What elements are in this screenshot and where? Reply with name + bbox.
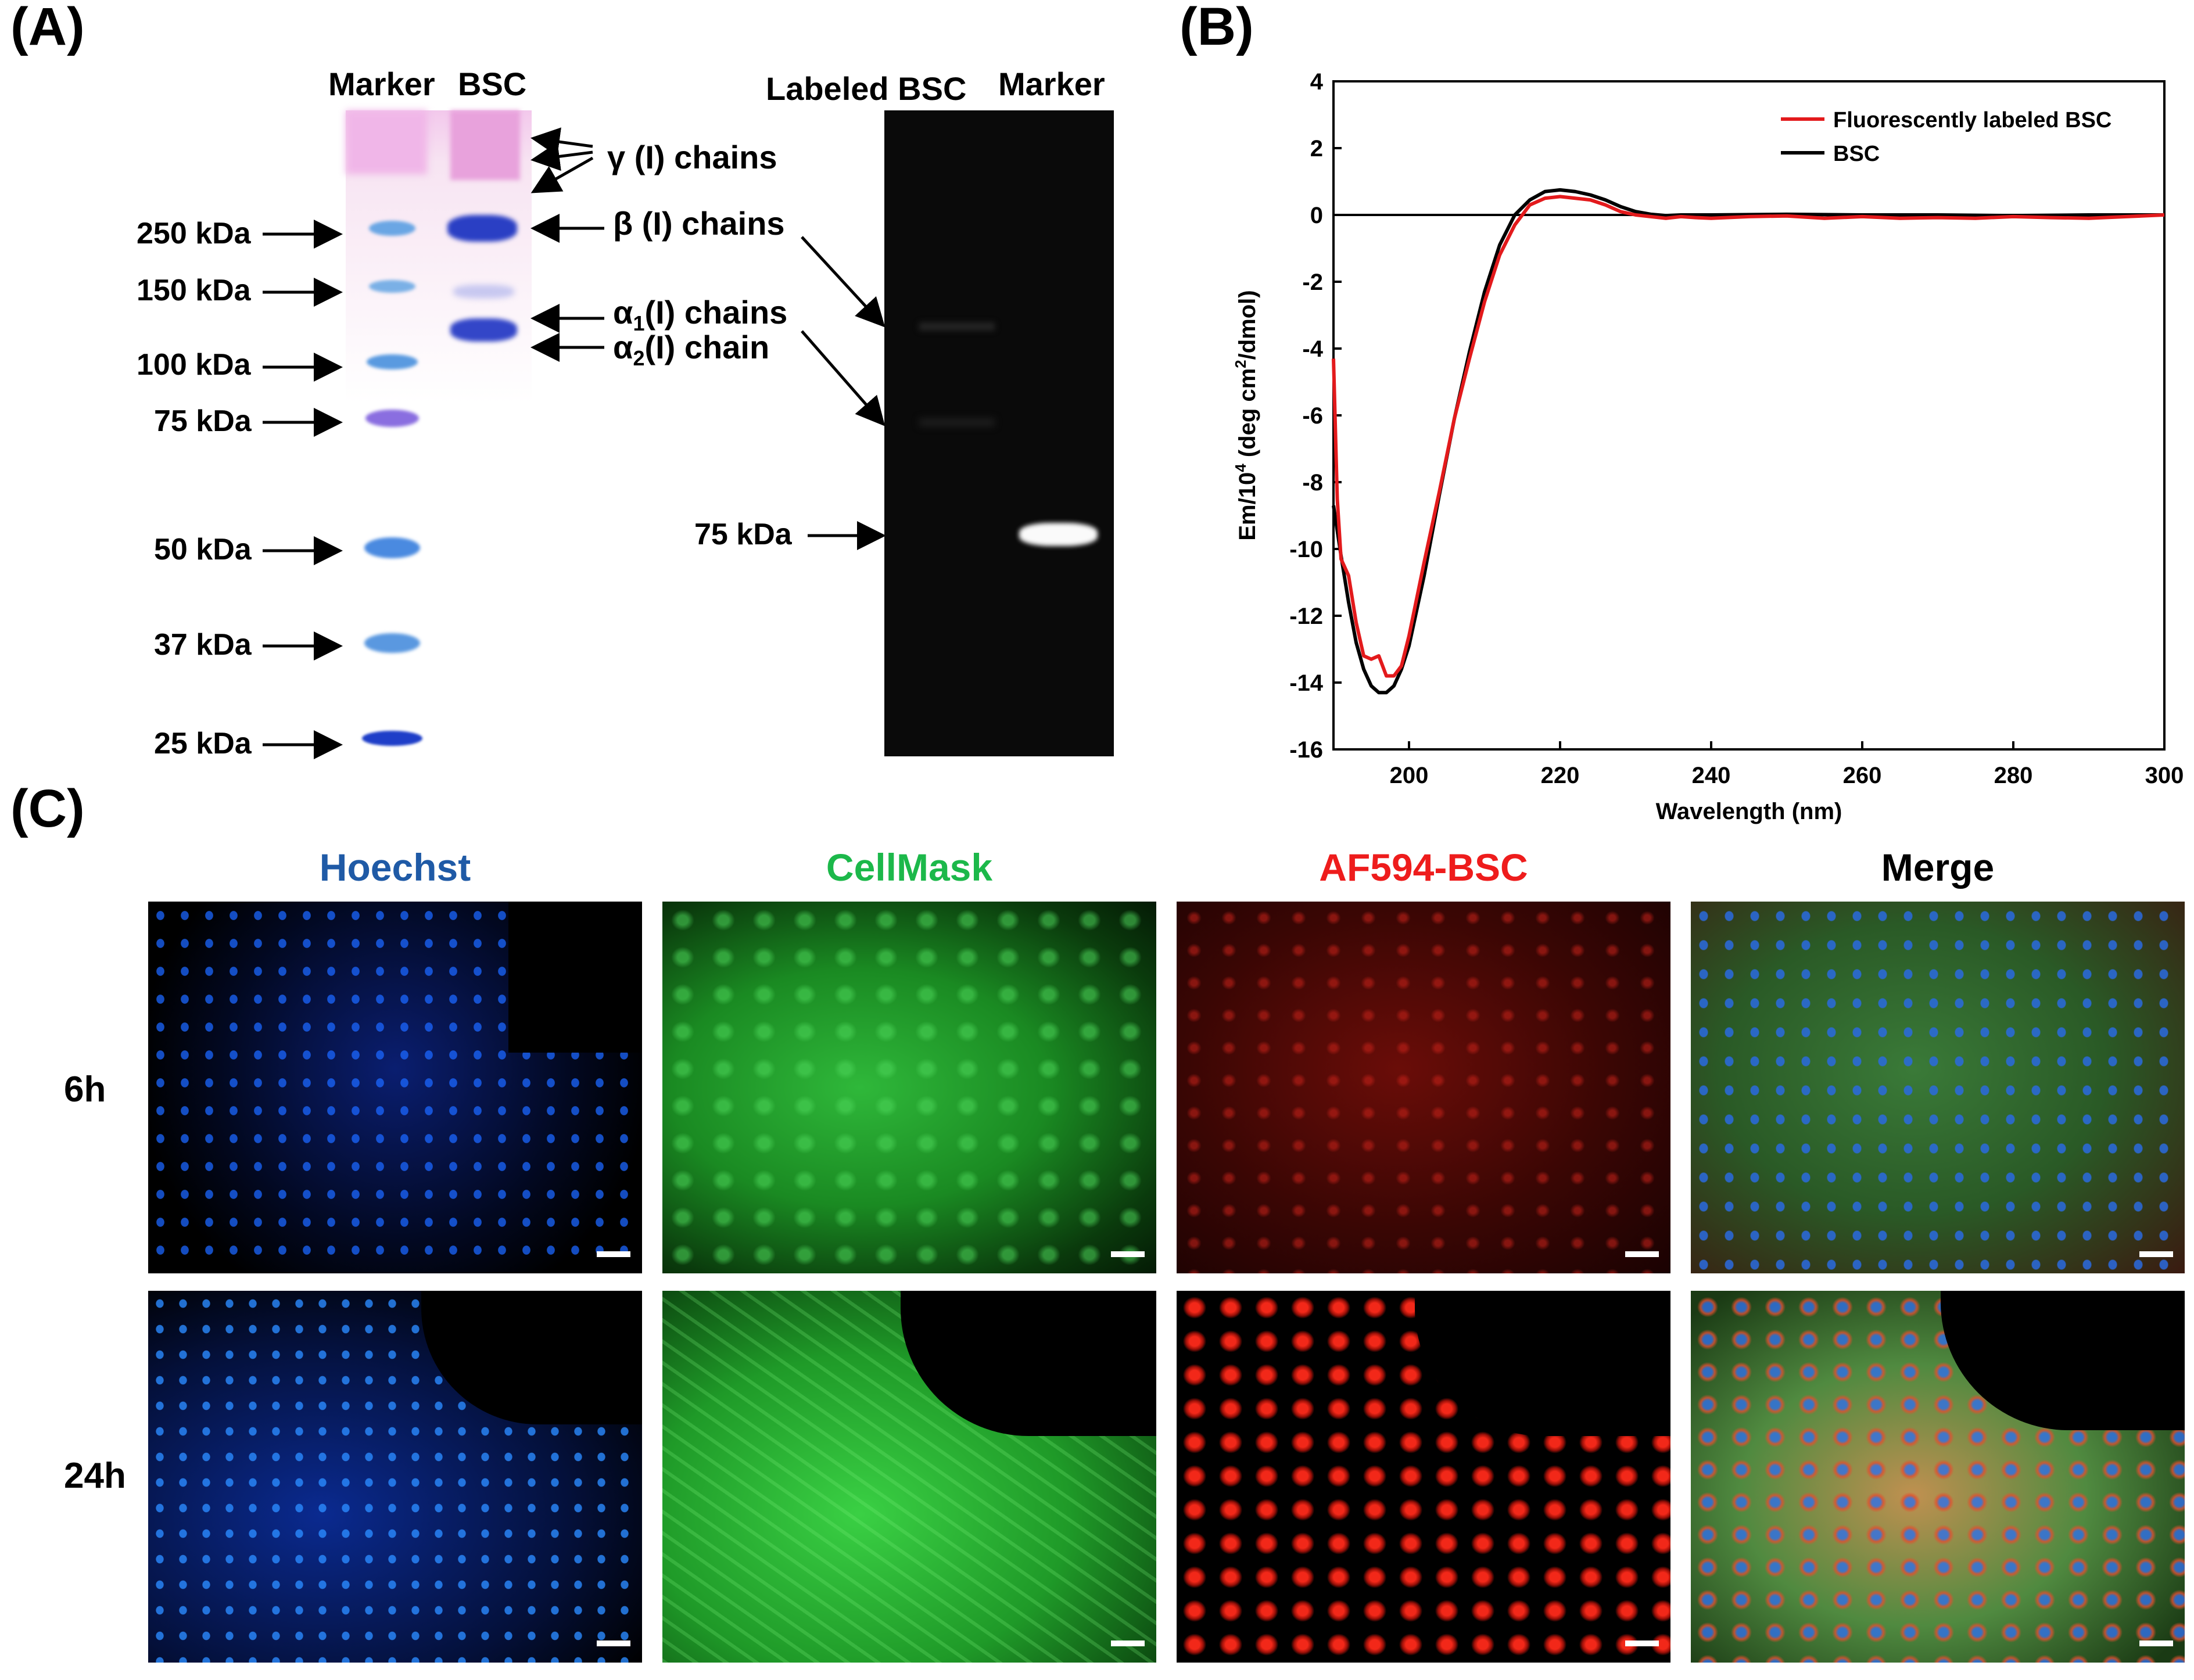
arrow-alpha-fluor bbox=[801, 330, 886, 426]
marker-band-150 bbox=[369, 280, 415, 293]
series-line-labeled-bsc bbox=[1332, 195, 2165, 678]
time-label-24h: 24h bbox=[64, 1456, 126, 1496]
x-axis: 200 220 240 260 280 300 bbox=[1390, 741, 2184, 788]
channel-title-cellmask: CellMask bbox=[826, 846, 993, 889]
fluorescent-gel bbox=[884, 110, 1114, 756]
micrograph-af594-24h bbox=[1177, 1291, 1670, 1663]
x-tick-label: 220 bbox=[1541, 763, 1580, 788]
series-group bbox=[1332, 188, 2165, 695]
bsc-gamma-band bbox=[450, 110, 520, 180]
y-tick-label: 0 bbox=[1310, 203, 1323, 228]
channel-title-af594: AF594-BSC bbox=[1319, 846, 1528, 889]
panel-label-a: (A) bbox=[10, 0, 85, 56]
arrow-gamma-3 bbox=[530, 156, 594, 193]
scale-bar bbox=[2139, 1251, 2173, 1257]
scale-bar bbox=[597, 1251, 630, 1257]
legend: Fluorescently labeled BSC BSC bbox=[1781, 108, 2111, 166]
bsc-alpha-band bbox=[450, 318, 517, 342]
marker-band-75 bbox=[365, 410, 419, 427]
y-tick-label: -6 bbox=[1302, 403, 1323, 429]
x-tick-label: 300 bbox=[2145, 763, 2184, 788]
micrograph-af594-6h bbox=[1177, 902, 1670, 1273]
y-tick-label: -16 bbox=[1289, 737, 1323, 763]
marker-band-25 bbox=[362, 731, 422, 746]
empty-region bbox=[508, 902, 642, 1053]
micrograph-cellmask-6h bbox=[662, 902, 1156, 1273]
y-axis: 4 2 0 -2 -4 -6 -8 -10 -12 -14 -16 bbox=[1289, 69, 1342, 763]
y-axis-label: Em/104 (deg cm2/dmol) bbox=[1232, 290, 1260, 540]
chain-label-alpha1: α1(I) chains bbox=[613, 294, 788, 336]
micrograph-merge-24h bbox=[1691, 1291, 2185, 1663]
coomassie-gel bbox=[346, 110, 532, 761]
y-tick-label: -10 bbox=[1289, 537, 1323, 562]
bsc-faint-band bbox=[453, 285, 514, 299]
arrow-gamma-2 bbox=[530, 142, 593, 171]
legend-label: Fluorescently labeled BSC bbox=[1833, 108, 2111, 132]
scale-bar bbox=[2139, 1640, 2173, 1646]
y-tick-label: -14 bbox=[1289, 670, 1324, 696]
chain-label-beta: β (I) chains bbox=[613, 205, 785, 242]
bsc-beta-band bbox=[447, 215, 517, 242]
scale-bar bbox=[597, 1640, 630, 1646]
scale-bar bbox=[1625, 1640, 1659, 1646]
kda-label-75: 75 kDa bbox=[154, 404, 252, 438]
kda-label-50: 50 kDa bbox=[154, 533, 252, 566]
arrow-beta-fluor bbox=[801, 236, 886, 328]
fluor-faint-band-beta bbox=[919, 322, 995, 331]
scale-bar bbox=[1111, 1251, 1145, 1257]
kda-label-37: 37 kDa bbox=[154, 628, 252, 662]
kda-label-25: 25 kDa bbox=[154, 727, 252, 760]
series-line-bsc bbox=[1332, 188, 2164, 695]
lane-label-bsc: BSC bbox=[458, 66, 527, 102]
chain-label-gamma: γ (I) chains bbox=[607, 139, 777, 175]
x-tick-label: 280 bbox=[1994, 763, 2033, 788]
panel-label-c: (C) bbox=[10, 779, 85, 838]
y-tick-label: -2 bbox=[1302, 270, 1323, 295]
lane-label-marker-fluor: Marker bbox=[998, 66, 1105, 102]
chain-label-alpha2: α2(I) chain bbox=[613, 329, 770, 371]
x-tick-label: 200 bbox=[1390, 763, 1429, 788]
lane-label-marker: Marker bbox=[328, 66, 435, 102]
lane-label-labeled-bsc: Labeled BSC bbox=[766, 70, 967, 107]
channel-title-merge: Merge bbox=[1881, 846, 1995, 889]
kda-label-150: 150 kDa bbox=[137, 274, 251, 307]
x-axis-label: Wavelength (nm) bbox=[1656, 799, 1842, 824]
scale-bar bbox=[1111, 1640, 1145, 1646]
y-tick-label: 2 bbox=[1310, 136, 1323, 161]
scale-bar bbox=[1625, 1251, 1659, 1257]
marker-band-50 bbox=[364, 537, 420, 558]
plot-frame bbox=[1332, 80, 2166, 751]
fluor-kda-label-75: 75 kDa bbox=[694, 518, 792, 551]
micrograph-hoechst-6h bbox=[148, 902, 642, 1273]
fluor-marker-band-75 bbox=[1019, 523, 1098, 546]
x-tick-label: 260 bbox=[1843, 763, 1882, 788]
micrograph-cellmask-24h bbox=[662, 1291, 1156, 1663]
marker-band-37 bbox=[364, 633, 420, 653]
y-tick-label: 4 bbox=[1310, 69, 1324, 95]
gel-arrows bbox=[263, 127, 886, 759]
y-tick-label: -8 bbox=[1302, 470, 1323, 496]
y-tick-label: -4 bbox=[1302, 336, 1323, 362]
merge-nuclei-pattern bbox=[1691, 902, 2185, 1273]
arrow-gamma-1 bbox=[530, 127, 593, 156]
legend-label: BSC bbox=[1833, 142, 1880, 166]
channel-title-hoechst: Hoechst bbox=[319, 846, 471, 889]
time-label-6h: 6h bbox=[64, 1069, 106, 1110]
kda-label-100: 100 kDa bbox=[137, 348, 251, 382]
panel-label-b: (B) bbox=[1180, 0, 1254, 56]
micrograph-hoechst-24h bbox=[148, 1291, 642, 1663]
cd-spectrum-chart: 4 2 0 -2 -4 -6 -8 -10 -12 -14 -16 200 220 240 260 280 3… bbox=[1232, 69, 2184, 824]
micrograph-merge-6h bbox=[1691, 902, 2185, 1273]
marker-band-250 bbox=[369, 221, 415, 236]
membrane-pattern bbox=[662, 902, 1156, 1273]
marker-band-100 bbox=[367, 354, 418, 369]
kda-label-250: 250 kDa bbox=[137, 217, 251, 250]
signal-pattern bbox=[1177, 902, 1670, 1273]
marker-well-stain bbox=[346, 110, 427, 174]
y-tick-label: -12 bbox=[1289, 604, 1323, 629]
fluor-faint-band-alpha bbox=[919, 418, 995, 426]
x-tick-label: 240 bbox=[1692, 763, 1731, 788]
